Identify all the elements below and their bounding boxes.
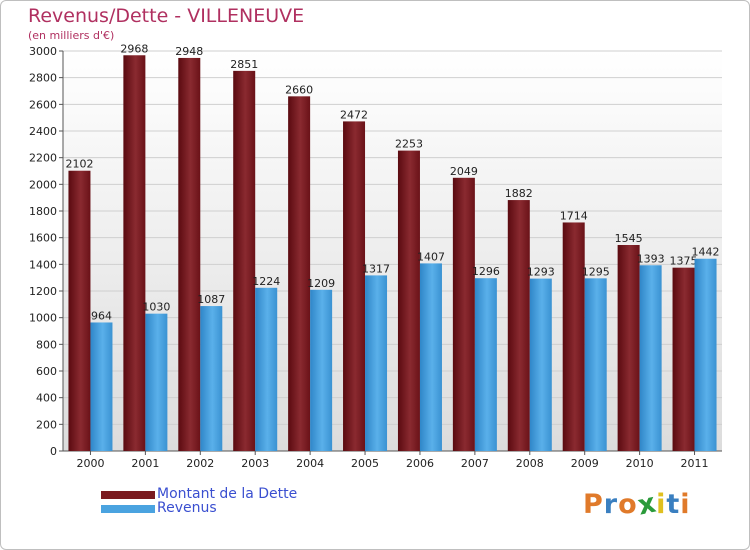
data-label-revenus: 1209 xyxy=(307,277,335,290)
y-tick-label: 3000 xyxy=(29,45,57,58)
data-label-dette: 2968 xyxy=(120,42,148,55)
legend-swatch-dette xyxy=(101,491,155,499)
bar-revenus xyxy=(529,278,552,451)
y-tick-label: 400 xyxy=(36,392,57,405)
bar-revenus xyxy=(310,289,333,451)
data-label-dette: 1545 xyxy=(615,232,643,245)
legend-label-dette: Montant de la Dette xyxy=(157,486,298,502)
logo-letter: P xyxy=(583,489,604,520)
bar-dette xyxy=(233,70,256,451)
data-label-dette: 2851 xyxy=(230,58,258,71)
data-label-dette: 1882 xyxy=(505,187,533,200)
data-label-revenus: 1442 xyxy=(692,246,720,259)
x-tick-label: 2007 xyxy=(461,457,489,470)
y-tick-label: 600 xyxy=(36,365,57,378)
chart-subtitle: (en milliers d'€) xyxy=(28,29,115,42)
x-tick-label: 2004 xyxy=(296,457,324,470)
bar-revenus xyxy=(694,258,717,451)
x-tick-label: 2003 xyxy=(241,457,269,470)
bar-dette xyxy=(562,222,585,451)
bar-dette xyxy=(397,150,420,451)
x-tick-label: 2005 xyxy=(351,457,379,470)
logo-letter: o xyxy=(618,489,638,520)
y-tick-label: 2800 xyxy=(29,72,57,85)
data-label-revenus: 1295 xyxy=(582,265,610,278)
bar-revenus xyxy=(255,287,278,451)
bar-dette xyxy=(68,170,91,451)
logo-letter: t xyxy=(666,489,681,520)
x-tick-label: 2009 xyxy=(571,457,599,470)
data-label-dette: 1714 xyxy=(560,209,588,222)
bar-dette xyxy=(288,96,311,451)
y-tick-label: 2000 xyxy=(29,178,57,191)
y-tick-label: 2400 xyxy=(29,125,57,138)
bar-revenus xyxy=(145,313,168,451)
data-label-dette: 2253 xyxy=(395,138,423,151)
y-tick-label: 1800 xyxy=(29,205,57,218)
data-label-revenus: 1296 xyxy=(472,265,500,278)
y-tick-label: 1200 xyxy=(29,285,57,298)
data-label-dette: 2660 xyxy=(285,83,313,96)
y-tick-label: 2200 xyxy=(29,152,57,165)
x-tick-label: 2006 xyxy=(406,457,434,470)
bar-dette xyxy=(178,57,201,451)
bar-revenus xyxy=(584,278,607,451)
data-label-dette: 2049 xyxy=(450,165,478,178)
data-label-revenus: 1393 xyxy=(637,252,665,265)
plot-area xyxy=(63,51,722,451)
y-tick-label: 800 xyxy=(36,338,57,351)
bar-revenus xyxy=(90,322,113,451)
legend-label-revenus: Revenus xyxy=(157,500,217,516)
bar-dette xyxy=(672,267,695,451)
bar-revenus xyxy=(474,278,497,451)
logo-letter: r xyxy=(603,489,619,520)
y-tick-label: 1600 xyxy=(29,232,57,245)
x-tick-label: 2002 xyxy=(186,457,214,470)
data-label-revenus: 1030 xyxy=(142,301,170,314)
bar-dette xyxy=(123,55,146,452)
legend-swatch-revenus xyxy=(101,505,155,513)
bar-dette xyxy=(507,200,530,451)
bar-revenus xyxy=(365,275,388,451)
data-label-dette: 2948 xyxy=(175,45,203,58)
data-label-dette: 1375 xyxy=(670,255,698,268)
y-tick-label: 2600 xyxy=(29,98,57,111)
y-tick-label: 1000 xyxy=(29,312,57,325)
x-tick-label: 2011 xyxy=(681,457,709,470)
x-tick-label: 2008 xyxy=(516,457,544,470)
bar-dette xyxy=(452,177,475,452)
x-tick-label: 2000 xyxy=(76,457,104,470)
data-label-revenus: 964 xyxy=(91,309,112,322)
data-label-revenus: 1317 xyxy=(362,262,390,275)
bar-dette xyxy=(617,245,640,451)
data-label-dette: 2102 xyxy=(65,158,93,171)
bar-dette xyxy=(343,121,366,452)
chart-title: Revenus/Dette - VILLENEUVE xyxy=(28,5,305,27)
y-tick-label: 1400 xyxy=(29,258,57,271)
bar-revenus xyxy=(419,263,442,451)
y-tick-label: 200 xyxy=(36,418,57,431)
logo-letter: i xyxy=(680,489,691,520)
data-label-revenus: 1224 xyxy=(252,275,280,288)
proxiti-logo: Proxiti xyxy=(583,487,691,521)
bar-revenus xyxy=(200,306,223,451)
data-label-revenus: 1087 xyxy=(197,293,225,306)
logo-letter: i xyxy=(656,489,667,520)
bar-revenus xyxy=(639,265,662,451)
x-tick-label: 2010 xyxy=(626,457,654,470)
data-label-revenus: 1293 xyxy=(527,266,555,279)
y-tick-label: 0 xyxy=(50,445,57,458)
data-label-dette: 2472 xyxy=(340,108,368,121)
data-label-revenus: 1407 xyxy=(417,250,445,263)
x-tick-label: 2001 xyxy=(131,457,159,470)
